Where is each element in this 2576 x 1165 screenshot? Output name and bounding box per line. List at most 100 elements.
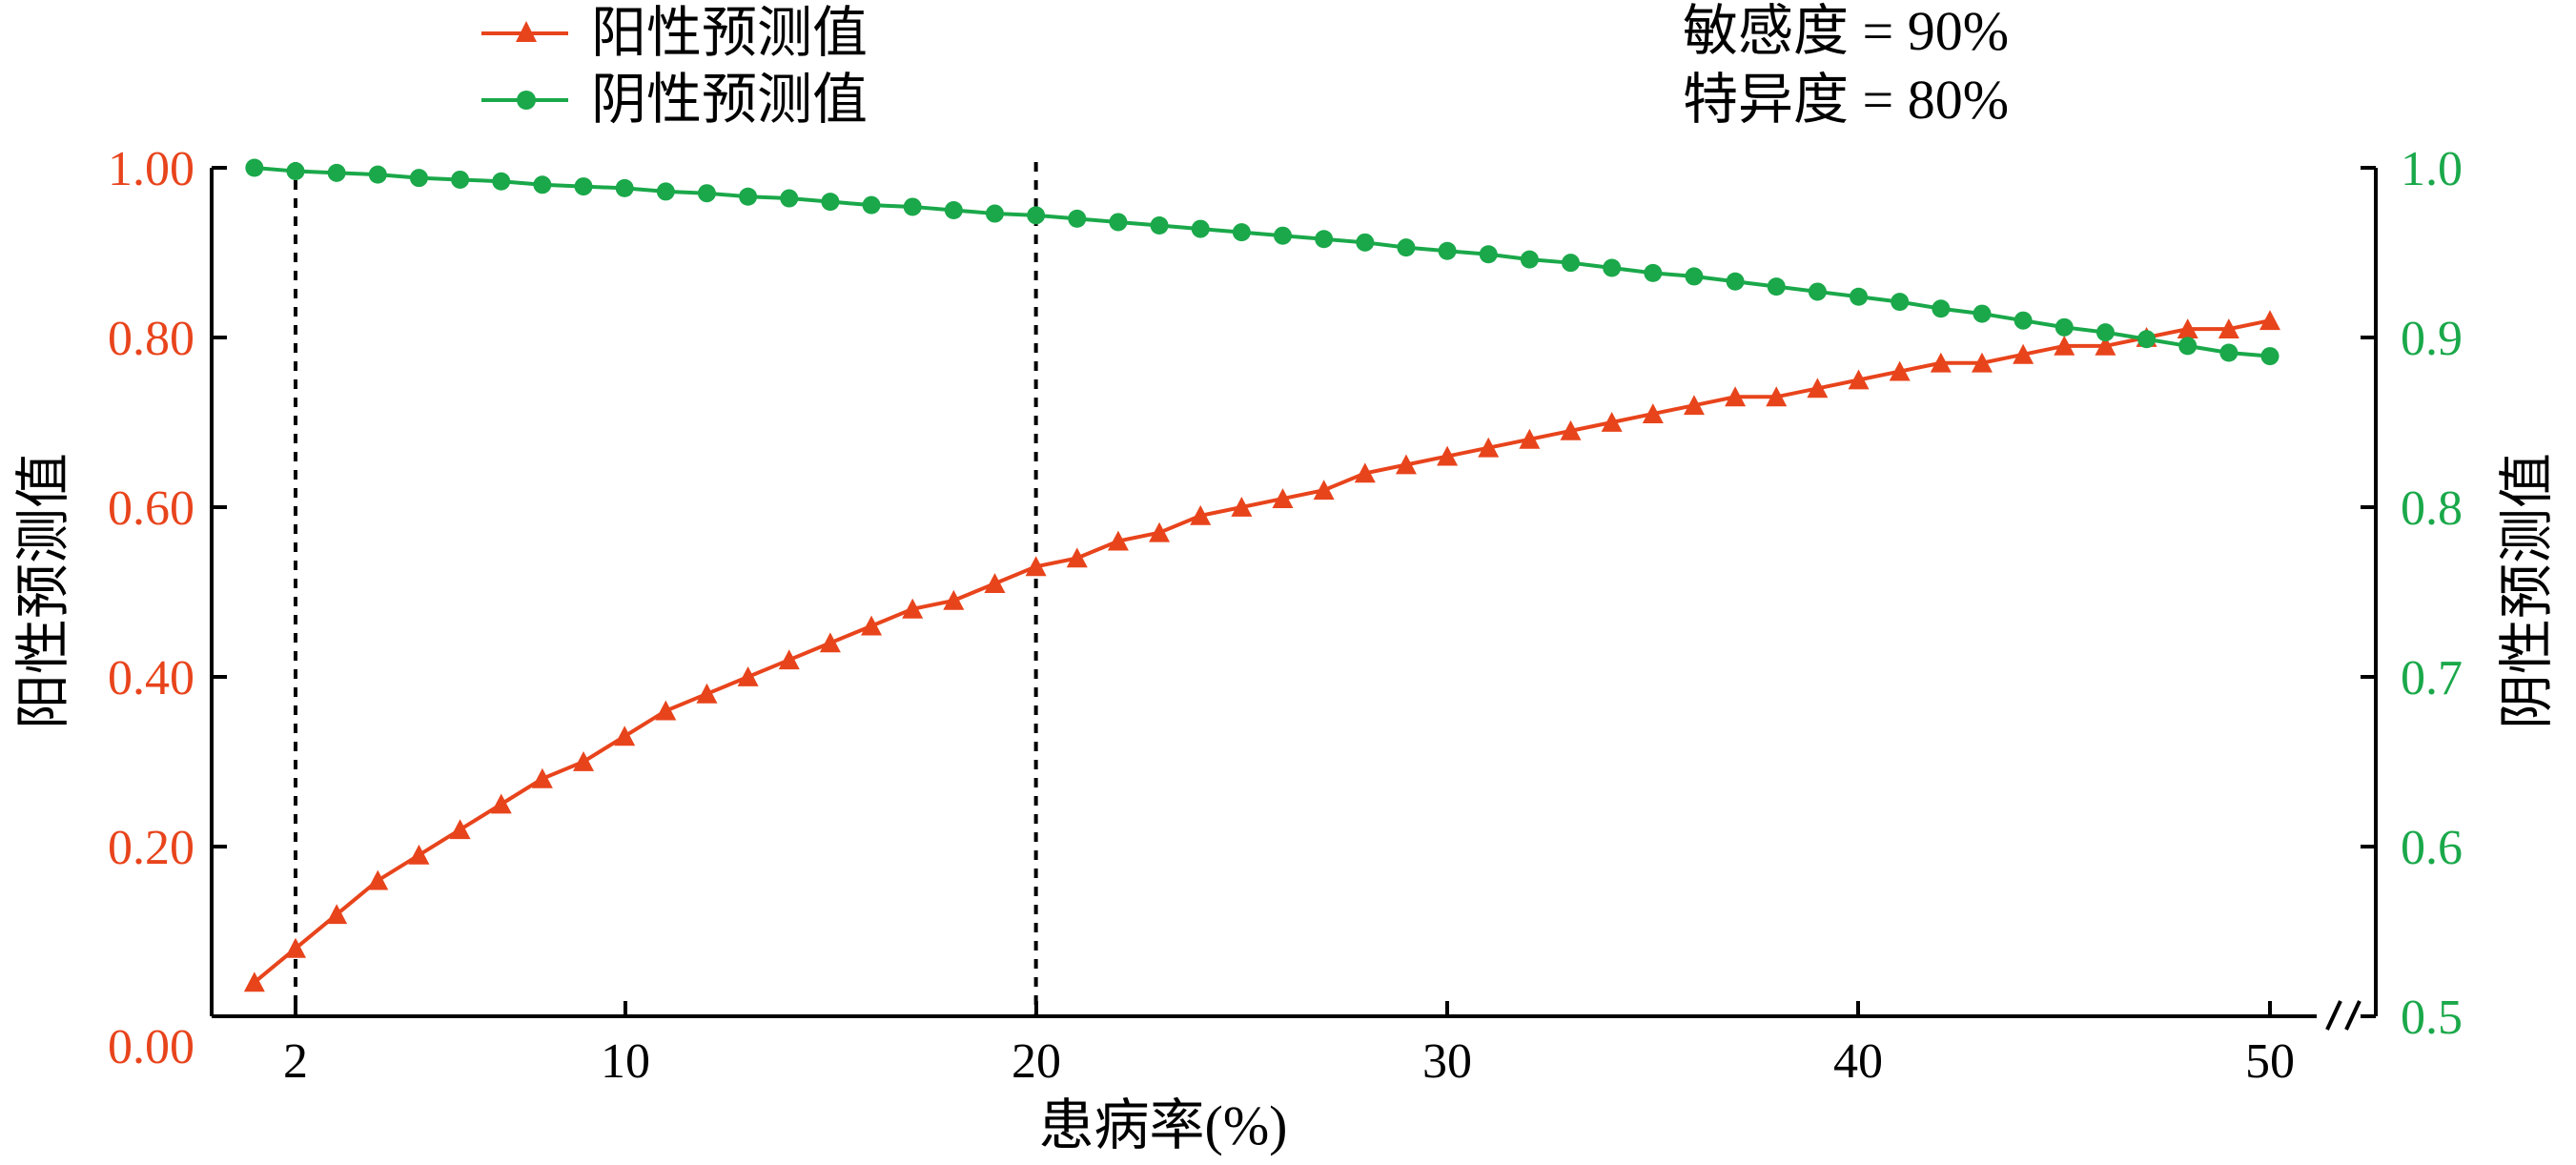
positive-predictive-point xyxy=(1231,497,1253,517)
negative-predictive-point xyxy=(286,162,305,181)
negative-predictive-point xyxy=(1685,267,1704,286)
negative-predictive-point xyxy=(1356,233,1375,252)
negative-predictive-point xyxy=(1562,254,1581,273)
positive-predictive-point xyxy=(943,589,965,610)
positive-predictive-point xyxy=(1971,352,1993,373)
positive-predictive-point xyxy=(1519,428,1541,449)
right-axis-title: 阴性预测值 xyxy=(2496,453,2558,729)
negative-predictive-point xyxy=(1726,272,1745,291)
negative-predictive-point xyxy=(574,177,593,196)
right-y-tick-label: 0.6 xyxy=(2401,821,2463,875)
x-tick-label: 50 xyxy=(2245,1034,2295,1089)
negative-predictive-point xyxy=(245,158,264,177)
negative-predictive-point xyxy=(1150,216,1169,235)
positive-predictive-point xyxy=(531,767,553,788)
negative-predictive-point xyxy=(1891,293,1910,312)
x-tick-label: 20 xyxy=(1012,1034,1061,1089)
negative-predictive-point xyxy=(862,195,881,215)
positive-predictive-point xyxy=(1149,521,1171,542)
negative-predictive-point xyxy=(492,172,511,191)
negative-predictive-point xyxy=(1767,277,1786,296)
negative-predictive-point xyxy=(985,204,1004,223)
positive-predictive-point xyxy=(1107,530,1129,551)
positive-predictive-point xyxy=(2054,335,2075,356)
positive-predictive-point xyxy=(1930,352,1952,373)
positive-predictive-point xyxy=(614,726,636,746)
negative-predictive-point xyxy=(944,201,963,219)
positive-predictive-point xyxy=(2095,335,2116,356)
x-tick-label: 10 xyxy=(601,1034,650,1089)
positive-predictive-point xyxy=(1889,360,1911,381)
axis-break-mark-1 xyxy=(2325,1000,2342,1031)
negative-predictive-point xyxy=(615,178,634,197)
annotations: 敏感度 = 90% 特异度 = 80% xyxy=(1683,0,2009,131)
positive-predictive-point xyxy=(1766,386,1788,407)
negative-predictive-point xyxy=(1520,250,1539,269)
negative-predictive-line xyxy=(254,166,2271,358)
right-y-tick-label: 1.0 xyxy=(2401,142,2463,196)
negative-predictive-point xyxy=(1068,209,1087,228)
x-tick-label: 40 xyxy=(1833,1034,1883,1089)
positive-predictive-point xyxy=(1807,378,1829,399)
negative-predictive-point xyxy=(1397,238,1416,257)
positive-predictive-point xyxy=(573,751,595,771)
negative-predictive-point xyxy=(533,175,552,194)
axes: 2 10 20 30 40 50 0.00 0.20 0.40 0.60 0.80 1.00 0.5 0.… xyxy=(12,142,2558,1156)
negative-predictive-point xyxy=(1644,263,1663,282)
negative-predictive-point xyxy=(2260,347,2280,366)
positive-predictive-point xyxy=(285,937,306,958)
negative-predictive-point xyxy=(409,169,428,188)
positive-predictive-point xyxy=(1395,454,1417,475)
negative-predictive-point xyxy=(1438,241,1457,260)
negative-predictive-point xyxy=(1315,230,1334,249)
axis-break-mark-2 xyxy=(2344,1000,2361,1031)
negative-predictive-point xyxy=(2219,343,2239,362)
negative-predictive-point xyxy=(1109,213,1128,232)
legend-positive-label: 阳性预测值 xyxy=(591,2,868,64)
positive-predictive-point xyxy=(1560,419,1582,440)
positive-predictive-point xyxy=(984,573,1006,593)
negative-predictive-point xyxy=(2178,337,2198,356)
left-y-tick-label: 0.60 xyxy=(108,481,194,536)
right-y-tick-label: 0.5 xyxy=(2401,991,2463,1045)
positive-predictive-point xyxy=(1354,462,1376,483)
negative-predictive-point xyxy=(1973,304,1992,323)
positive-predictive-point xyxy=(819,632,841,653)
negative-predictive-point xyxy=(1232,223,1251,242)
negative-predictive-point xyxy=(1027,206,1046,225)
x-tick-label: 2 xyxy=(283,1034,308,1089)
left-y-tick-label: 0.40 xyxy=(108,651,194,705)
positive-predictive-point xyxy=(243,971,265,992)
positive-predictive-point xyxy=(1066,547,1088,568)
left-y-tick-label: 0.20 xyxy=(108,821,194,875)
left-y-tick-label: 0.80 xyxy=(108,312,194,366)
positive-predictive-point xyxy=(737,666,759,686)
positive-predictive-point xyxy=(326,904,348,925)
positive-predictive-point xyxy=(1190,504,1212,525)
negative-predictive-point xyxy=(1932,299,1951,318)
right-y-tick-label: 0.9 xyxy=(2401,312,2463,366)
negative-predictive-point xyxy=(739,187,758,206)
positive-predictive-point xyxy=(861,615,883,636)
positive-predictive-point xyxy=(696,683,718,704)
positive-predictive-point xyxy=(490,793,512,814)
positive-predictive-point xyxy=(1313,480,1335,501)
negative-predictive-point xyxy=(368,165,387,184)
legend-positive-marker xyxy=(516,21,537,42)
specificity-annotation: 特异度 = 80% xyxy=(1683,69,2009,131)
sensitivity-annotation: 敏感度 = 90% xyxy=(1683,0,2009,62)
positive-predictive-point xyxy=(1848,369,1870,390)
x-tick-label: 30 xyxy=(1422,1034,1472,1089)
left-axis-title: 阳性预测值 xyxy=(12,453,74,729)
positive-predictive-point xyxy=(449,819,471,840)
negative-predictive-point xyxy=(821,193,840,212)
negative-predictive-point xyxy=(1274,226,1292,245)
negative-predictive-point xyxy=(327,163,346,182)
negative-predictive-point xyxy=(1850,287,1869,306)
negative-predictive-point xyxy=(451,170,470,189)
negative-predictive-point xyxy=(1808,282,1827,301)
positive-predictive-point xyxy=(1601,412,1623,432)
positive-predictive-point xyxy=(1272,488,1294,508)
left-y-tick-label: 0.00 xyxy=(108,1020,194,1074)
